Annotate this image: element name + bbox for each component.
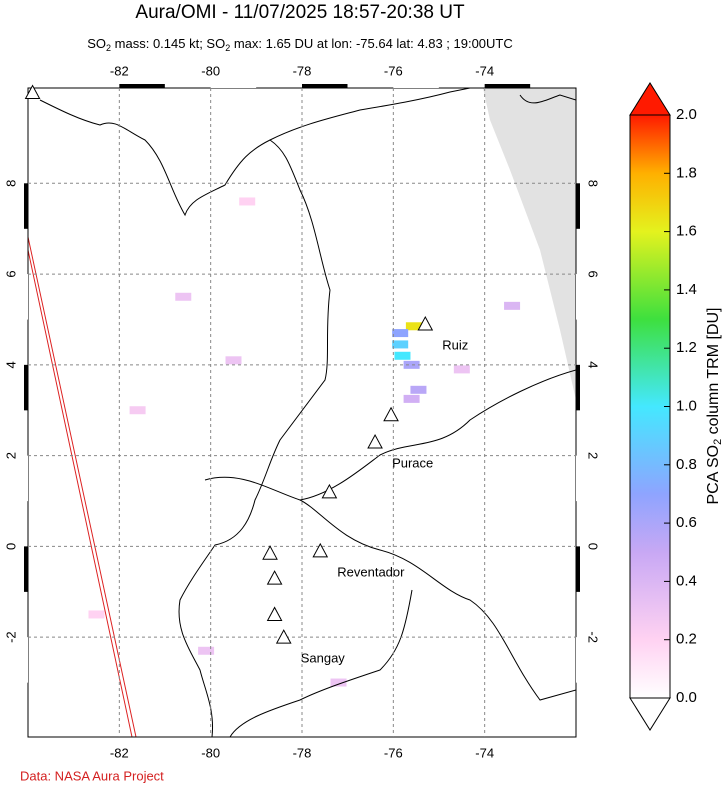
colorbar-tick-label: 1.6 [676,223,697,240]
lat-tick-label: 4 [586,361,601,368]
so2-pixel [225,356,242,365]
so2-pixel [239,197,256,206]
lat-tick-label: 8 [3,180,18,187]
volcano-label: Purace [392,455,433,470]
lat-tick-label: 2 [3,452,18,459]
lon-tick-label: -76 [384,745,403,760]
tick-mark [24,546,28,592]
tick-mark [576,364,580,411]
so2-pixel [392,340,409,349]
title: Aura/OMI - 11/07/2025 18:57-20:38 UT [135,2,465,23]
volcano-marker [383,406,399,422]
so2-pixel [405,322,422,331]
so2-pixel [129,406,146,415]
subtitle: SO2 mass: 0.145 kt; SO2 max: 1.65 DU at … [87,36,513,53]
colorbar-tick-label: 0.0 [676,689,697,706]
lon-tick-label: -78 [293,63,312,78]
colorbar-min-arrow [629,697,671,731]
lat-tick-label: 0 [3,543,18,550]
volcano-marker [321,483,338,499]
lon-tick-label: -82 [110,745,129,760]
lat-tick-label: 8 [586,180,601,187]
tick-mark [576,546,580,592]
so2-pixel [504,301,521,310]
colorbar-tick-label: 2.0 [676,106,697,123]
lat-tick-label: -2 [586,631,601,643]
so2-pixel [403,360,420,369]
colorbar-tick-label: 0.4 [676,572,697,589]
lon-tick-label: -74 [475,745,494,760]
volcano-marker [266,570,283,585]
colorbar-tick-label: 1.4 [676,281,697,298]
tick-mark [576,274,580,320]
tick-mark [24,637,28,683]
volcano-label: Reventador [337,564,405,579]
tick-mark [484,84,531,88]
colorbar-tick-label: 1.2 [676,339,697,356]
volcano-marker [275,629,292,644]
volcano-label: Sangay [301,651,346,666]
credit: Data: NASA Aura Project [20,768,164,783]
colorbar-tick-label: 0.8 [676,456,697,473]
lon-tick-label: -74 [475,63,494,78]
tick-mark [210,84,257,88]
volcano-marker [367,433,383,449]
lon-tick-label: -82 [110,63,129,78]
colorbar-tick-label: 1.0 [676,397,697,414]
volcano-label: Ruiz [442,337,468,352]
lon-tick-label: -76 [384,63,403,78]
tick-mark [576,637,580,683]
tick-mark [393,84,439,88]
so2-pixel [88,610,105,619]
lat-tick-label: 4 [3,361,18,368]
colorbar-max-arrow [629,82,671,116]
lat-tick-label: -2 [3,631,18,643]
colorbar-label: PCA SO2 column TRM [DU] [705,308,724,505]
colorbar-tick-label: 0.6 [676,514,697,531]
lat-tick-label: 2 [586,452,601,459]
so2-pixel [392,329,409,338]
lat-tick-label: 6 [586,270,601,277]
volcano-marker [24,84,41,100]
colorbar-tick-label: 1.8 [676,164,697,181]
so2-pixel [403,394,420,403]
lat-tick-label: 0 [586,543,601,550]
swath-edge [28,236,137,737]
so2-pixel [175,292,192,301]
so2-pixel [453,365,470,374]
lon-tick-label: -80 [201,745,220,760]
volcano-marker [417,315,434,331]
tick-mark [576,455,580,502]
tick-mark [24,455,28,502]
no-data-region [483,88,576,400]
so2-pixel [198,646,215,655]
lon-tick-label: -78 [293,745,312,760]
volcano-marker [262,545,278,560]
so2-pixel [394,351,411,360]
lat-tick-label: 6 [3,270,18,277]
volcano-marker [312,542,329,558]
tick-mark [24,274,28,320]
lon-tick-label: -80 [201,63,220,78]
tick-mark [24,183,28,229]
tick-mark [119,84,165,88]
so2-pixel [330,678,347,687]
tick-mark [302,84,348,88]
tick-mark [24,364,28,411]
so2-pixel [410,385,427,394]
volcano-marker [266,606,283,621]
tick-mark [576,183,580,229]
colorbar-tick-label: 0.2 [676,631,697,648]
